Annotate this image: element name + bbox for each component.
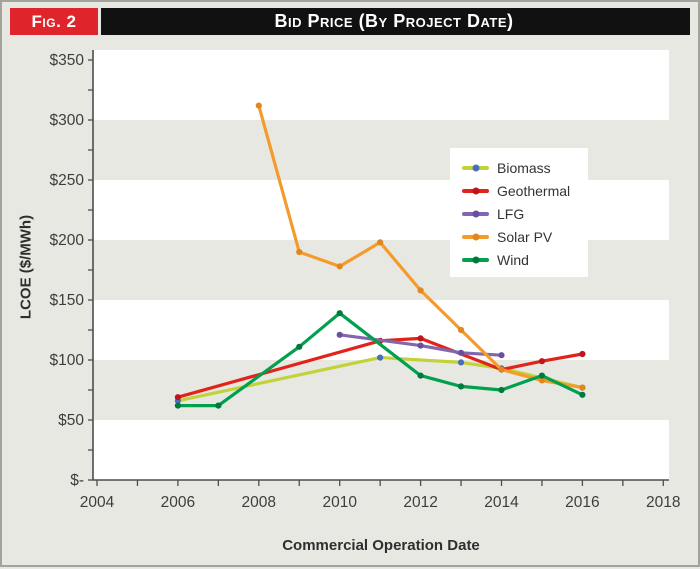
legend-item-biomass: Biomass bbox=[462, 156, 578, 179]
legend-label: Biomass bbox=[497, 159, 551, 176]
legend-swatch-icon bbox=[462, 210, 489, 217]
data-point-lfg bbox=[417, 342, 424, 349]
data-point-geothermal bbox=[417, 335, 424, 342]
legend-marker-dot-icon bbox=[472, 256, 479, 263]
series-line-lfg bbox=[338, 333, 504, 357]
legend-label: LFG bbox=[497, 205, 525, 222]
figure-header-bar: Fig. 2 Bid Price (By Project Date) bbox=[10, 8, 690, 35]
legend-label: Solar PV bbox=[497, 228, 553, 245]
x-tick-label: 2018 bbox=[646, 494, 680, 511]
legend-swatch-icon bbox=[462, 233, 489, 240]
y-tick-label: $350 bbox=[50, 52, 85, 69]
figure-number-label: Fig. 2 bbox=[31, 11, 77, 31]
x-tick-label: 2010 bbox=[322, 494, 357, 511]
data-point-solar-pv bbox=[255, 102, 262, 109]
data-point-geothermal bbox=[538, 358, 546, 365]
data-point-biomass bbox=[457, 359, 465, 366]
data-point-solar-pv bbox=[377, 239, 384, 246]
figure-number-badge: Fig. 2 bbox=[10, 8, 101, 35]
chart-title: Bid Price (By Project Date) bbox=[274, 11, 514, 31]
y-tick-label: $250 bbox=[50, 172, 85, 189]
data-point-lfg bbox=[498, 352, 505, 359]
chart-legend: Biomass Geothermal LFG Solar PV Wind bbox=[450, 148, 588, 277]
x-tick-label: 2012 bbox=[403, 494, 437, 511]
legend-swatch-icon bbox=[462, 256, 489, 263]
x-tick-label: 2014 bbox=[484, 494, 519, 511]
legend-item-wind: Wind bbox=[462, 248, 578, 271]
legend-swatch-icon bbox=[462, 187, 489, 194]
x-tick-label: 2008 bbox=[242, 494, 276, 511]
data-point-wind bbox=[498, 386, 505, 394]
y-tick-label: $150 bbox=[50, 292, 85, 309]
legend-item-solar-pv: Solar PV bbox=[462, 225, 578, 248]
y-tick-label: $50 bbox=[58, 412, 84, 429]
y-tick-label: $300 bbox=[50, 112, 85, 129]
legend-marker-dot-icon bbox=[472, 187, 479, 194]
data-point-wind bbox=[215, 402, 222, 409]
data-point-solar-pv bbox=[538, 377, 546, 384]
data-point-wind bbox=[296, 343, 303, 350]
data-point-wind bbox=[538, 372, 546, 379]
x-tick-label: 2016 bbox=[565, 494, 599, 511]
data-point-wind bbox=[174, 402, 181, 409]
x-tick-label: 2006 bbox=[161, 494, 195, 511]
data-point-lfg bbox=[336, 331, 343, 338]
legend-marker-dot-icon bbox=[472, 164, 479, 171]
data-point-wind bbox=[579, 391, 586, 398]
data-point-solar-pv bbox=[336, 263, 343, 270]
data-point-geothermal bbox=[174, 394, 181, 401]
legend-label: Wind bbox=[497, 251, 529, 268]
data-point-solar-pv bbox=[296, 248, 303, 256]
data-point-solar-pv bbox=[457, 326, 465, 334]
y-tick-label: $200 bbox=[50, 232, 85, 249]
data-point-solar-pv bbox=[417, 287, 424, 294]
legend-marker-dot-icon bbox=[472, 210, 479, 217]
data-point-geothermal bbox=[579, 350, 586, 358]
y-tick-label: $- bbox=[70, 472, 84, 489]
y-axis-title: LCOE ($/MWh) bbox=[17, 214, 35, 320]
data-point-lfg bbox=[457, 349, 465, 356]
data-point-wind bbox=[336, 310, 343, 317]
data-point-wind bbox=[457, 383, 465, 390]
data-point-wind bbox=[417, 372, 424, 379]
data-point-solar-pv bbox=[579, 384, 586, 391]
legend-marker-dot-icon bbox=[472, 233, 479, 240]
x-tick-label: 2004 bbox=[80, 494, 115, 511]
y-tick-label: $100 bbox=[50, 352, 85, 369]
legend-item-lfg: LFG bbox=[462, 202, 578, 225]
data-point-biomass bbox=[377, 354, 384, 361]
x-axis-title: Commercial Operation Date bbox=[282, 537, 480, 554]
legend-label: Geothermal bbox=[497, 182, 571, 199]
legend-item-geothermal: Geothermal bbox=[462, 179, 578, 202]
data-point-solar-pv bbox=[498, 366, 505, 373]
legend-swatch-icon bbox=[462, 164, 489, 171]
